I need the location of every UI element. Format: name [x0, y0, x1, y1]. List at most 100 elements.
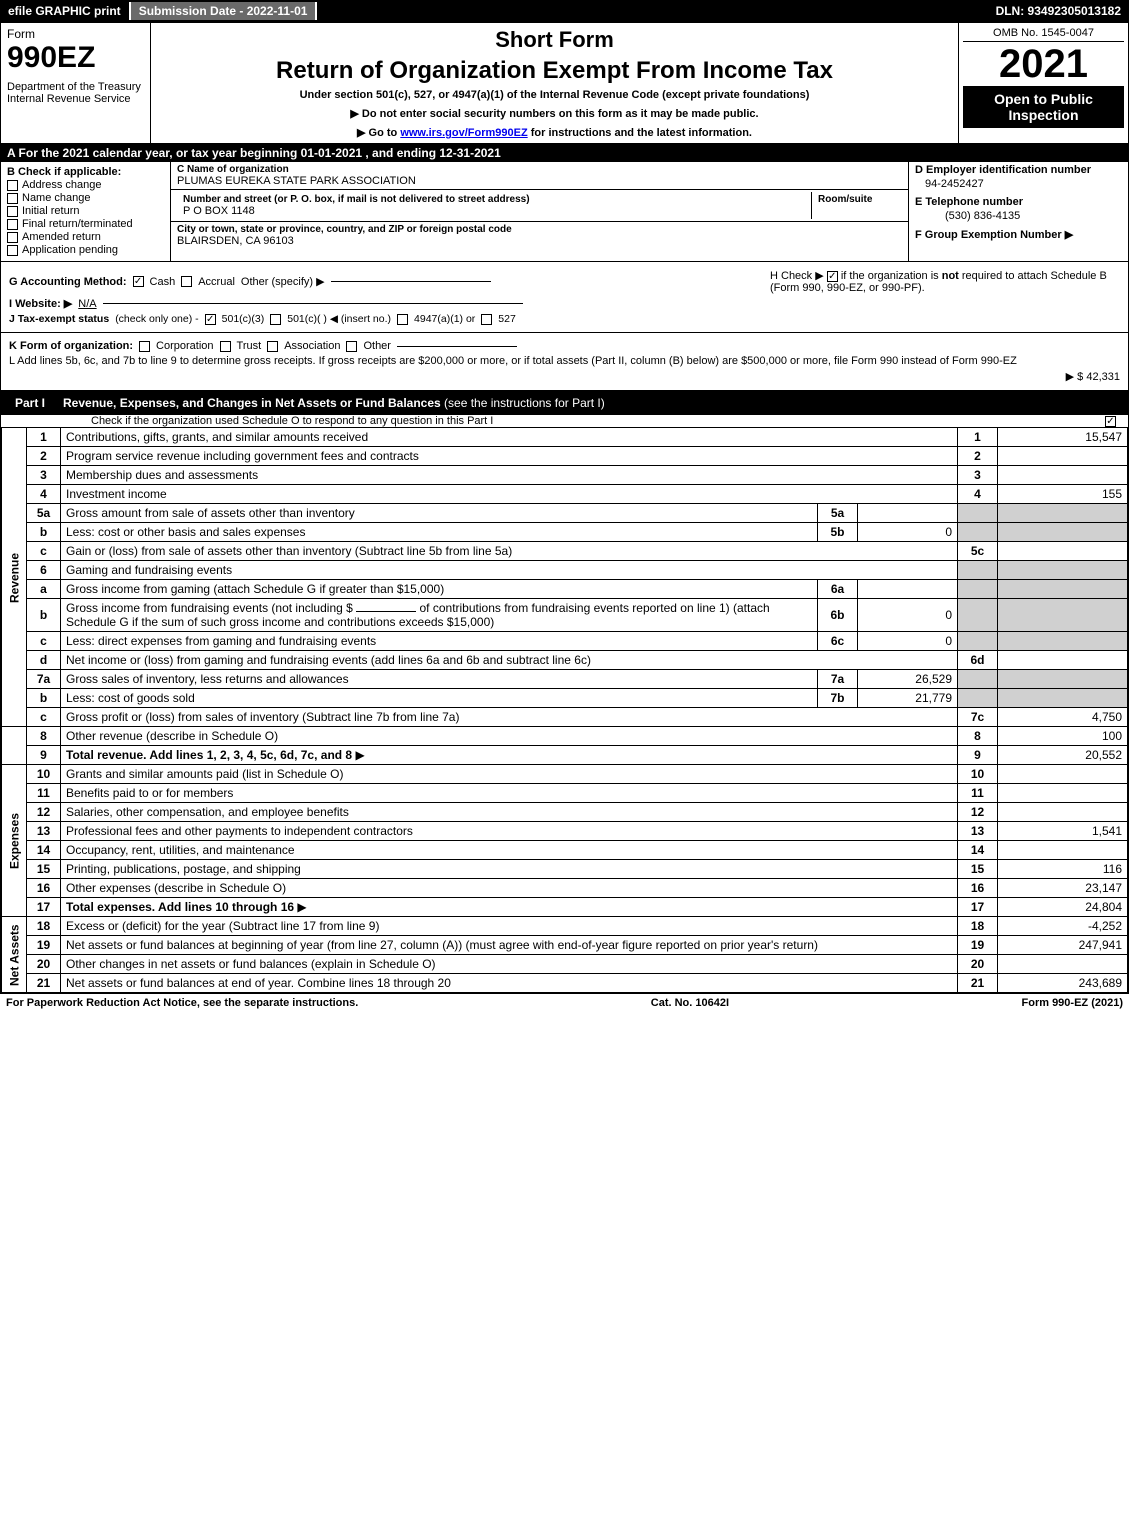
line1-num: 1 [27, 428, 61, 447]
j-4947-checkbox[interactable] [397, 314, 408, 325]
line7c-num: c [27, 708, 61, 727]
h-checkbox[interactable]: ✓ [827, 271, 838, 282]
line6b-subval: 0 [858, 599, 958, 632]
j-opt2: 501(c)( ) ◀ (insert no.) [287, 313, 391, 325]
line9-amt: 20,552 [998, 746, 1128, 765]
part1-title: Revenue, Expenses, and Changes in Net As… [63, 396, 605, 410]
line12-desc: Salaries, other compensation, and employ… [61, 803, 958, 822]
k-corp-checkbox[interactable] [139, 341, 150, 352]
chk-initial-return[interactable]: Initial return [7, 205, 164, 217]
k-trust-checkbox[interactable] [220, 341, 231, 352]
line15-box: 15 [958, 860, 998, 879]
line21-amt: 243,689 [998, 974, 1128, 993]
line7a-desc: Gross sales of inventory, less returns a… [61, 670, 818, 689]
line13-amt: 1,541 [998, 822, 1128, 841]
dept-text: Department of the Treasury Internal Reve… [7, 81, 144, 105]
chk-address-change[interactable]: Address change [7, 179, 164, 191]
chk-amended[interactable]: Amended return [7, 231, 164, 243]
line15-amt: 116 [998, 860, 1128, 879]
line2-num: 2 [27, 447, 61, 466]
line13-desc: Professional fees and other payments to … [61, 822, 958, 841]
i-label: I Website: ▶ [9, 297, 72, 310]
line7b-sub: 7b [818, 689, 858, 708]
line19-box: 19 [958, 936, 998, 955]
line14-box: 14 [958, 841, 998, 860]
tel-value: (530) 836-4135 [915, 208, 1122, 228]
line7a-greyamt [998, 670, 1128, 689]
tax-year: 2021 [963, 44, 1124, 84]
section-def: D Employer identification number 94-2452… [908, 162, 1128, 261]
line7b-subval: 21,779 [858, 689, 958, 708]
j-label: J Tax-exempt status [9, 313, 109, 325]
line16-num: 16 [27, 879, 61, 898]
j-527-checkbox[interactable] [481, 314, 492, 325]
line6a-subval [858, 580, 958, 599]
line11-box: 11 [958, 784, 998, 803]
line15-desc: Printing, publications, postage, and shi… [61, 860, 958, 879]
line15-num: 15 [27, 860, 61, 879]
accrual-checkbox[interactable] [181, 276, 192, 287]
line6-greyamt [998, 561, 1128, 580]
efile-label[interactable]: efile GRAPHIC print [0, 2, 131, 20]
j-501c-checkbox[interactable] [270, 314, 281, 325]
line6b-num: b [27, 599, 61, 632]
line6b-blank[interactable] [356, 611, 416, 612]
line6d-desc: Net income or (loss) from gaming and fun… [61, 651, 958, 670]
irs-link[interactable]: www.irs.gov/Form990EZ [400, 127, 527, 139]
line5c-num: c [27, 542, 61, 561]
line17-amt: 24,804 [998, 898, 1128, 917]
ein-label: D Employer identification number [915, 164, 1122, 176]
chk-pending[interactable]: Application pending [7, 244, 164, 256]
line18-box: 18 [958, 917, 998, 936]
expenses-side-label: Expenses [2, 765, 27, 917]
sched-o-checkbox[interactable]: ✓ [1105, 416, 1116, 427]
line2-amt [998, 447, 1128, 466]
line9-desc: Total revenue. Add lines 1, 2, 3, 4, 5c,… [61, 746, 958, 765]
line10-amt [998, 765, 1128, 784]
line2-desc: Program service revenue including govern… [61, 447, 958, 466]
footer-left: For Paperwork Reduction Act Notice, see … [6, 997, 358, 1009]
chk-final-return[interactable]: Final return/terminated [7, 218, 164, 230]
omb-number: OMB No. 1545-0047 [963, 27, 1124, 42]
l-text: L Add lines 5b, 6c, and 7b to line 9 to … [9, 355, 1120, 367]
cash-label: Cash [150, 276, 176, 288]
tel-label: E Telephone number [915, 196, 1122, 208]
c-name-label: C Name of organization [177, 164, 902, 175]
org-street: P O BOX 1148 [183, 205, 805, 217]
sched-o-row: Check if the organization used Schedule … [1, 415, 1128, 427]
line6a-greyamt [998, 580, 1128, 599]
part1-table: Revenue 1 Contributions, gifts, grants, … [1, 427, 1128, 993]
line14-amt [998, 841, 1128, 860]
line11-num: 11 [27, 784, 61, 803]
j-501c3-checkbox[interactable]: ✓ [205, 314, 216, 325]
h-pre: H Check ▶ [770, 270, 827, 282]
form-container: Form 990EZ Department of the Treasury In… [0, 22, 1129, 994]
line17-desc: Total expenses. Add lines 10 through 16 … [61, 898, 958, 917]
ssn-warning: ▶ Do not enter social security numbers o… [159, 107, 950, 120]
line20-num: 20 [27, 955, 61, 974]
line11-amt [998, 784, 1128, 803]
line8-box: 8 [958, 727, 998, 746]
line8-num: 8 [27, 727, 61, 746]
line3-num: 3 [27, 466, 61, 485]
org-info-section: B Check if applicable: Address change Na… [1, 162, 1128, 262]
line1-amt: 15,547 [998, 428, 1128, 447]
other-label: Other (specify) ▶ [241, 275, 325, 288]
line3-desc: Membership dues and assessments [61, 466, 958, 485]
c-street-label: Number and street (or P. O. box, if mail… [183, 194, 805, 205]
chk-name-change[interactable]: Name change [7, 192, 164, 204]
cash-checkbox[interactable]: ✓ [133, 276, 144, 287]
k-other-checkbox[interactable] [346, 341, 357, 352]
form-id-block: Form 990EZ Department of the Treasury In… [1, 23, 151, 143]
goto-line: ▶ Go to www.irs.gov/Form990EZ for instru… [159, 126, 950, 139]
open-public: Open to Public Inspection [963, 86, 1124, 128]
line6d-box: 6d [958, 651, 998, 670]
return-title: Return of Organization Exempt From Incom… [159, 57, 950, 85]
group-label: F Group Exemption Number ▶ [915, 228, 1122, 241]
line6a-sub: 6a [818, 580, 858, 599]
line6c-sub: 6c [818, 632, 858, 651]
line16-amt: 23,147 [998, 879, 1128, 898]
other-specify-input[interactable] [331, 281, 491, 282]
k-assoc-checkbox[interactable] [267, 341, 278, 352]
line13-num: 13 [27, 822, 61, 841]
